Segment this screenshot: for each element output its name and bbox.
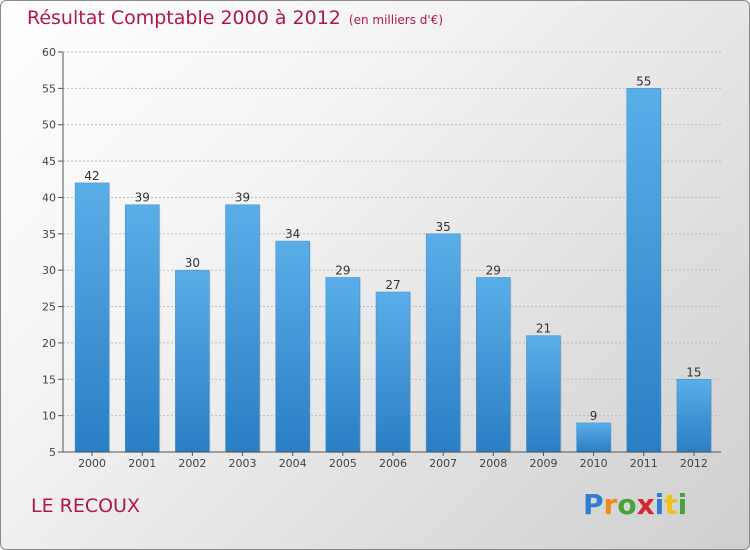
y-tick-label: 35 <box>42 228 56 241</box>
x-tick-label: 2004 <box>279 457 307 470</box>
x-tick-label: 2005 <box>329 457 357 470</box>
x-tick-label: 2010 <box>580 457 608 470</box>
chart-title-text: Résultat Comptable 2000 à 2012 <box>27 7 341 29</box>
chart-title: Résultat Comptable 2000 à 2012 (en millie… <box>27 7 443 29</box>
bar-value-label: 27 <box>385 278 400 292</box>
bar <box>225 204 260 453</box>
y-tick-label: 10 <box>42 410 56 423</box>
bar <box>175 269 210 453</box>
bar-value-label: 39 <box>235 191 250 205</box>
bar-value-label: 34 <box>285 227 300 241</box>
x-tick-label: 2012 <box>680 457 708 470</box>
bar <box>626 88 662 453</box>
bar <box>425 233 461 453</box>
y-tick-label: 40 <box>42 191 56 204</box>
bar-value-label: 35 <box>436 220 451 234</box>
x-tick-label: 2007 <box>429 457 457 470</box>
bar <box>676 379 712 453</box>
bar-value-label: 21 <box>536 322 551 336</box>
y-tick-label: 45 <box>42 155 56 168</box>
bar-value-label: 15 <box>686 365 701 379</box>
y-tick-label: 55 <box>42 82 56 95</box>
y-tick-label: 50 <box>42 119 56 132</box>
y-tick-label: 30 <box>42 264 56 277</box>
bar-value-label: 29 <box>486 263 501 277</box>
x-tick-label: 2008 <box>479 457 507 470</box>
bar-value-label: 39 <box>135 191 150 205</box>
bar-value-label: 9 <box>590 409 598 423</box>
x-tick-label: 2002 <box>178 457 206 470</box>
bar-value-label: 55 <box>636 74 651 88</box>
chart-subtitle: (en milliers d'€) <box>348 13 444 27</box>
bar <box>476 277 511 453</box>
x-tick-label: 2009 <box>529 457 557 470</box>
y-tick-label: 60 <box>42 46 56 59</box>
bar <box>526 335 561 453</box>
bar <box>325 277 361 453</box>
y-tick-label: 15 <box>42 373 56 386</box>
bar-value-label: 42 <box>84 169 99 183</box>
x-tick-label: 2001 <box>128 457 156 470</box>
commune-name: LE RECOUX <box>31 495 140 517</box>
y-tick-label: 20 <box>42 337 56 350</box>
bar <box>375 291 411 453</box>
bar <box>74 182 110 453</box>
x-tick-label: 2000 <box>78 457 106 470</box>
x-tick-label: 2011 <box>630 457 658 470</box>
proxiti-logo: Proxiti <box>583 488 688 521</box>
y-tick-label: 5 <box>49 446 56 459</box>
bar <box>576 422 611 453</box>
y-tick-label: 25 <box>42 301 56 314</box>
bar <box>275 240 310 453</box>
bar-value-label: 29 <box>335 263 350 277</box>
x-tick-label: 2006 <box>379 457 407 470</box>
bar-value-label: 30 <box>185 256 200 270</box>
bar <box>124 204 160 453</box>
x-tick-label: 2003 <box>229 457 257 470</box>
